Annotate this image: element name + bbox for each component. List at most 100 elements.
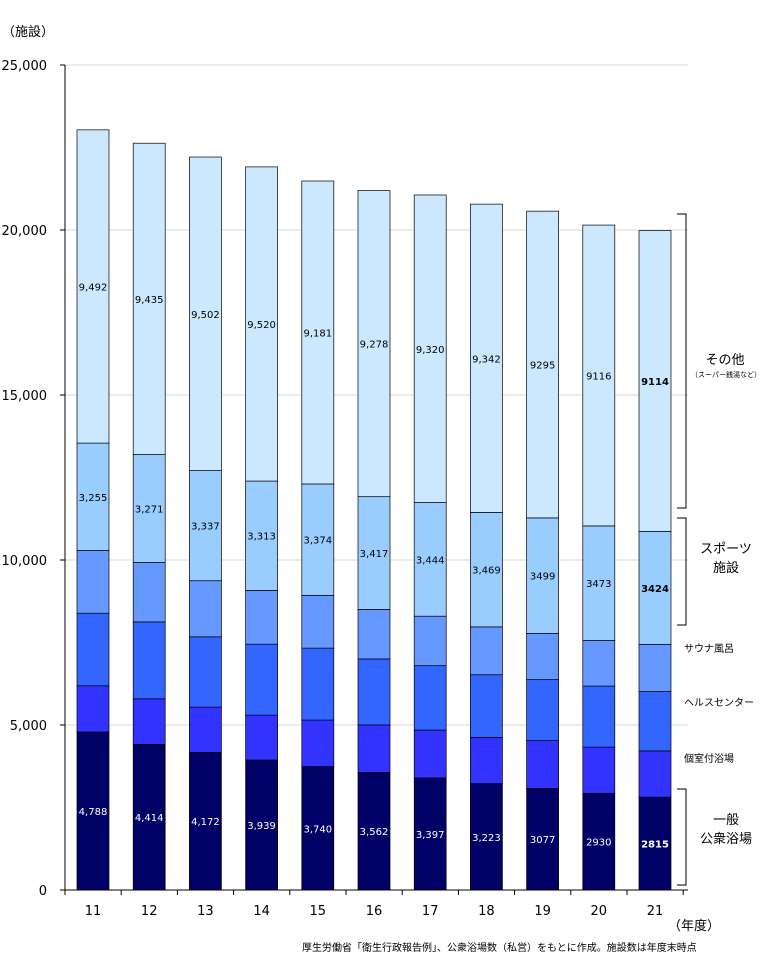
bar-value-label: 3,337	[191, 522, 220, 533]
bar-segment	[76, 731, 110, 891]
bar-segment	[301, 594, 335, 649]
x-tick-label: 15	[310, 904, 327, 919]
bar-segment	[245, 714, 278, 761]
bars	[76, 129, 672, 891]
source-note: 厚生労働省「衛生行政報告例」、公衆浴場数（私営）をもとに作成。施設数は年度末時点	[302, 943, 697, 954]
bar-value-label: 3,271	[135, 505, 164, 516]
bar-segment	[189, 470, 222, 582]
bar-value-label: 3,397	[416, 830, 445, 841]
bracket-general	[677, 788, 687, 886]
bar-segment	[470, 512, 503, 628]
legend-general-2: 公衆浴場	[700, 831, 752, 847]
bar-segment	[357, 772, 391, 891]
x-tick-label: 17	[422, 904, 439, 919]
bar-segment	[301, 719, 335, 767]
bar-segment	[470, 203, 503, 513]
bar-value-label: 9116	[586, 371, 611, 382]
bar-value-label: 2815	[641, 840, 669, 851]
bar-segment	[245, 590, 278, 645]
bar-segment	[638, 230, 672, 532]
bar-segment	[301, 647, 335, 721]
bar-segment	[638, 796, 672, 891]
bar-segment	[526, 740, 559, 789]
bar-segment	[413, 502, 447, 617]
bar-segment	[76, 442, 110, 551]
bar-segment	[189, 751, 222, 891]
bar-value-label: 3,223	[472, 833, 501, 844]
bar-segment	[76, 129, 110, 444]
bar-value-label: 3,939	[247, 821, 276, 832]
bar-segment	[245, 643, 278, 716]
y-tick-labels: 0 5,000 10,000 15,000 20,000 25,000	[2, 59, 48, 899]
bar-value-label: 3424	[641, 584, 669, 595]
bar-segment	[526, 633, 559, 680]
bar-value-label: 9,320	[416, 345, 445, 356]
bar-segment	[582, 525, 616, 641]
legend: その他 （スーパー銭湯など） スポーツ 施設 サウナ風呂 ヘルスセンター 個室付…	[677, 213, 761, 886]
bar-segment	[189, 580, 222, 638]
bar-segment	[76, 550, 110, 614]
bar-segment	[189, 156, 222, 471]
bar-value-label: 3499	[530, 572, 555, 583]
legend-other-sub: （スーパー銭湯など）	[691, 370, 761, 379]
bar-segment	[582, 685, 616, 748]
bar-value-label: 3473	[586, 579, 611, 590]
x-tick-label: 13	[197, 904, 214, 919]
bar-value-label: 2930	[586, 838, 611, 849]
bar-segment	[413, 194, 447, 503]
legend-general-1: 一般	[713, 812, 739, 828]
bar-segment	[638, 643, 672, 692]
bar-segment	[526, 788, 559, 891]
bar-segment	[470, 626, 503, 676]
bar-segment	[413, 615, 447, 667]
bar-segment	[132, 562, 166, 623]
y-tick-label: 15,000	[2, 389, 48, 404]
bar-segment	[189, 706, 222, 753]
legend-sauna: サウナ風呂	[684, 643, 734, 655]
bar-segment	[638, 691, 672, 752]
bar-segment	[470, 674, 503, 738]
legend-health: ヘルスセンター	[684, 697, 754, 709]
bar-value-label: 3,417	[360, 549, 389, 560]
bar-segment	[357, 496, 391, 610]
x-tick-label: 14	[253, 904, 270, 919]
x-axis-unit-label: （年度）	[668, 918, 720, 934]
bar-segment	[526, 210, 559, 519]
y-tick-label: 10,000	[2, 554, 48, 569]
bar-segment	[638, 530, 672, 645]
bar-value-label: 3,313	[247, 532, 276, 543]
x-tick-label: 21	[647, 904, 664, 919]
x-tick-label: 20	[591, 904, 608, 919]
x-tick-label: 19	[534, 904, 551, 919]
bar-segment	[413, 729, 447, 779]
bar-segment	[526, 679, 559, 741]
bar-segment	[132, 621, 166, 700]
bar-value-label: 4,788	[79, 807, 108, 818]
bar-segment	[245, 759, 278, 891]
bar-segment	[357, 658, 391, 726]
bar-value-label: 3,562	[360, 827, 389, 838]
bar-value-label: 9,342	[472, 354, 501, 365]
x-tick-label: 11	[85, 904, 102, 919]
y-tick-label: 20,000	[2, 224, 48, 239]
bar-segment	[357, 724, 391, 773]
bar-value-label: 9,435	[135, 295, 164, 306]
y-axis-unit-label: （施設）	[2, 24, 54, 40]
bar-segment	[357, 190, 391, 498]
bar-segment	[582, 746, 616, 794]
bar-segment	[582, 640, 616, 687]
bar-segment	[582, 792, 616, 891]
bar-value-label: 3077	[530, 835, 555, 846]
bar-segment	[301, 483, 335, 596]
y-tick-label: 25,000	[2, 59, 48, 74]
bar-value-label: 9295	[530, 361, 555, 372]
bar-segment	[638, 750, 672, 798]
y-tick-label: 0	[39, 884, 47, 899]
bar-segment	[357, 609, 391, 660]
bracket-other	[677, 213, 687, 509]
x-tick-labels: 11 12 13 14 15 16 17 18 19 20 21	[85, 904, 664, 919]
bar-segment	[301, 180, 335, 485]
bar-segment	[470, 783, 503, 891]
legend-other: その他	[705, 353, 744, 368]
